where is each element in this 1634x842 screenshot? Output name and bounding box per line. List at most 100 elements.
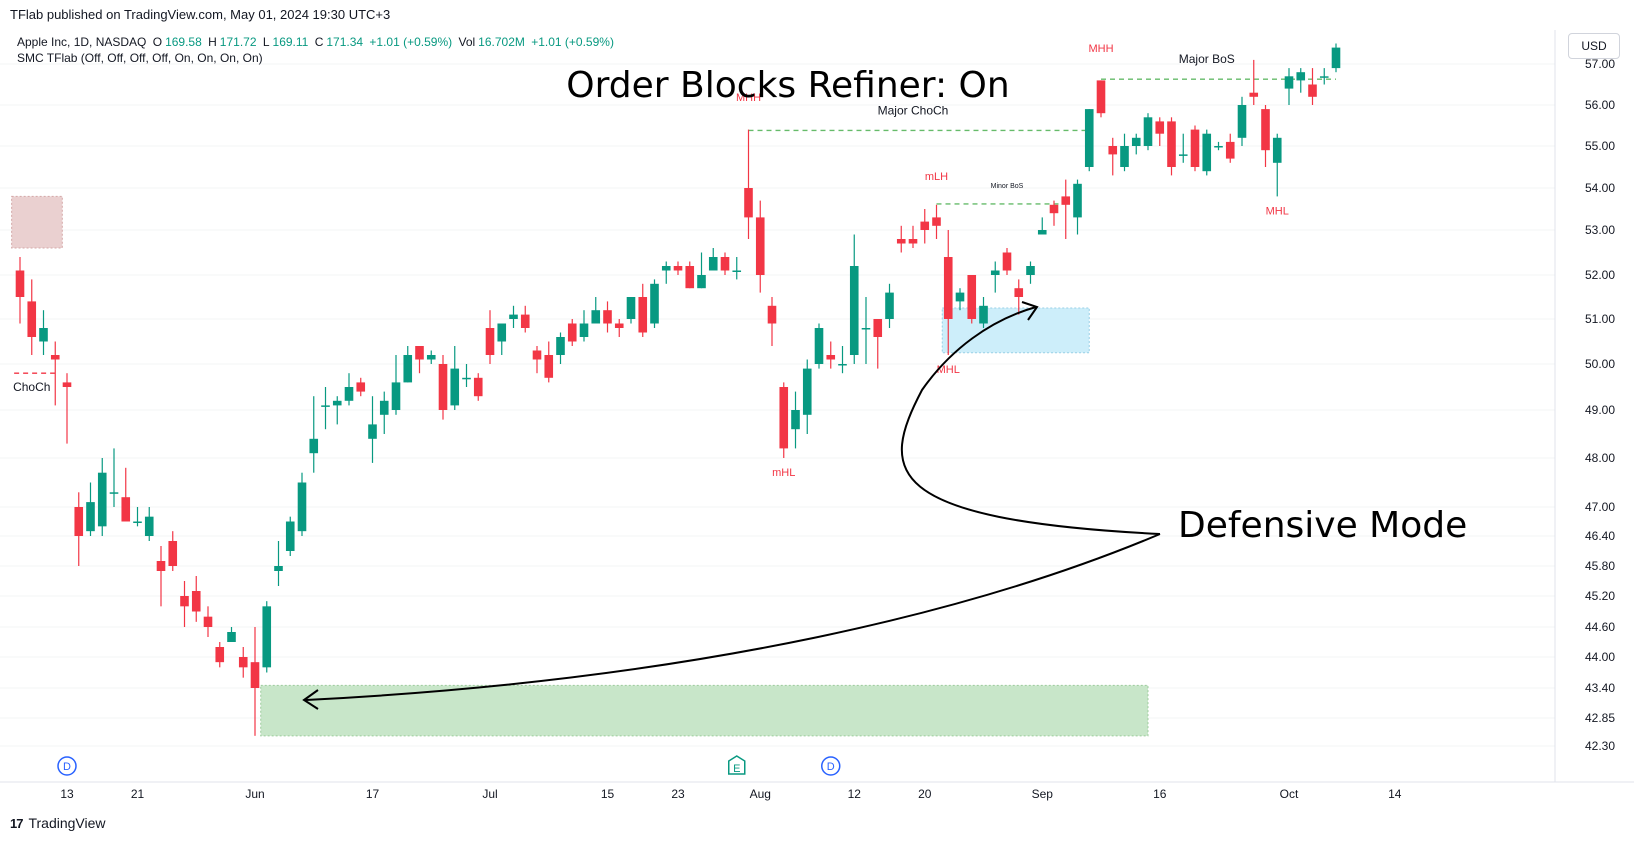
- high-label: H: [208, 35, 217, 49]
- candle: [697, 252, 706, 289]
- candle-body: [838, 364, 847, 366]
- dividend-badge-icon[interactable]: D: [821, 756, 841, 776]
- candle: [1026, 261, 1035, 284]
- candle: [274, 541, 283, 586]
- volume-value: 16.702M: [478, 35, 525, 49]
- candle-body: [920, 221, 930, 230]
- order-block-bearish: [11, 195, 63, 249]
- indicator-legend[interactable]: SMC TFlab (Off, Off, Off, Off, On, On, O…: [17, 51, 263, 65]
- candle: [203, 606, 213, 637]
- candle: [121, 467, 131, 522]
- structure-line-label: ChoCh: [13, 380, 50, 394]
- time-tick-label: 21: [131, 787, 145, 801]
- candle-body: [1131, 137, 1141, 146]
- time-tick-label: 20: [918, 787, 932, 801]
- candle-body: [250, 662, 260, 688]
- candle-body: [955, 292, 965, 302]
- candle: [626, 297, 636, 324]
- candle: [415, 346, 424, 374]
- swing-label: MHH: [736, 92, 761, 104]
- candle-body: [896, 239, 906, 244]
- candle: [873, 319, 883, 369]
- candle-body: [720, 257, 730, 271]
- candle: [379, 391, 389, 434]
- candle-body: [1272, 137, 1282, 163]
- order-block-zones: [11, 195, 1149, 737]
- candle-body: [1261, 109, 1270, 151]
- time-tick-label: 16: [1153, 787, 1167, 801]
- candle: [967, 275, 977, 324]
- candle-body: [556, 337, 565, 355]
- candle-body: [1014, 288, 1024, 297]
- time-tick-label: 13: [60, 787, 74, 801]
- candle-body: [779, 387, 789, 449]
- candle: [732, 257, 742, 280]
- candle: [191, 576, 201, 622]
- candle-body: [755, 217, 765, 275]
- time-tick-label: 17: [366, 787, 380, 801]
- svg-text:D: D: [63, 761, 71, 773]
- candle-body: [438, 364, 448, 410]
- candle: [1014, 279, 1024, 315]
- candle: [920, 209, 930, 244]
- candle-body: [1319, 76, 1329, 78]
- time-tick-label: Jun: [245, 787, 264, 801]
- candle: [614, 319, 624, 337]
- arrow-to-bullish-ob: [305, 533, 1161, 701]
- candle: [238, 647, 248, 678]
- candle-body: [238, 657, 248, 668]
- candle-body: [50, 355, 60, 360]
- candle-body: [532, 350, 542, 360]
- symbol-name[interactable]: Apple Inc, 1D, NASDAQ: [17, 35, 147, 49]
- candle: [1096, 80, 1106, 118]
- candle: [1225, 133, 1235, 163]
- price-tick-label: 54.00: [1585, 181, 1615, 195]
- candle: [1237, 96, 1247, 146]
- candle-body: [1120, 146, 1129, 167]
- candle-body: [285, 521, 295, 551]
- time-tick-label: Aug: [750, 787, 771, 801]
- arrow-head-refined-ob: [1021, 301, 1039, 321]
- candle: [1108, 137, 1118, 176]
- price-tick-label: 55.00: [1585, 139, 1615, 153]
- candle: [497, 323, 507, 355]
- tradingview-brand[interactable]: 17 TradingView: [10, 815, 106, 831]
- candle-body: [426, 355, 436, 360]
- candle: [838, 346, 847, 374]
- candle: [227, 627, 236, 642]
- candle: [1049, 200, 1059, 226]
- candle-body: [74, 507, 84, 536]
- price-tick-label: 49.00: [1585, 403, 1615, 417]
- candle-body: [1026, 266, 1035, 275]
- candle: [15, 257, 25, 324]
- candle: [544, 341, 554, 383]
- candle-body: [27, 301, 37, 337]
- candle: [638, 283, 648, 337]
- candle: [708, 248, 718, 271]
- candle: [861, 297, 871, 364]
- candle-body: [168, 541, 178, 566]
- candle-body: [1202, 133, 1212, 172]
- high-value: 171.72: [219, 35, 257, 49]
- price-and-time-axes: [0, 30, 1634, 783]
- swing-label: mLH: [925, 171, 948, 183]
- candle: [532, 346, 542, 374]
- candle-body: [297, 482, 307, 532]
- time-tick-label: Jul: [482, 787, 497, 801]
- structure-line-label: Major BoS: [1179, 52, 1235, 66]
- dividend-badge-icon[interactable]: D: [57, 756, 77, 776]
- candle-body: [744, 188, 753, 218]
- currency-button[interactable]: USD: [1568, 33, 1620, 59]
- time-tick-label: 15: [601, 787, 615, 801]
- candle: [1214, 141, 1223, 151]
- candle-body: [1284, 76, 1294, 89]
- annotations: Order Blocks Refiner: On Defensive Mode: [302, 65, 1467, 710]
- annotation-defensive-mode: Defensive Mode: [1178, 505, 1467, 546]
- candle-body: [638, 297, 648, 333]
- candle: [802, 359, 812, 434]
- earnings-badge-icon[interactable]: E: [728, 755, 746, 775]
- candle-body: [873, 319, 883, 337]
- candle-body: [885, 292, 894, 319]
- candle: [1202, 129, 1212, 176]
